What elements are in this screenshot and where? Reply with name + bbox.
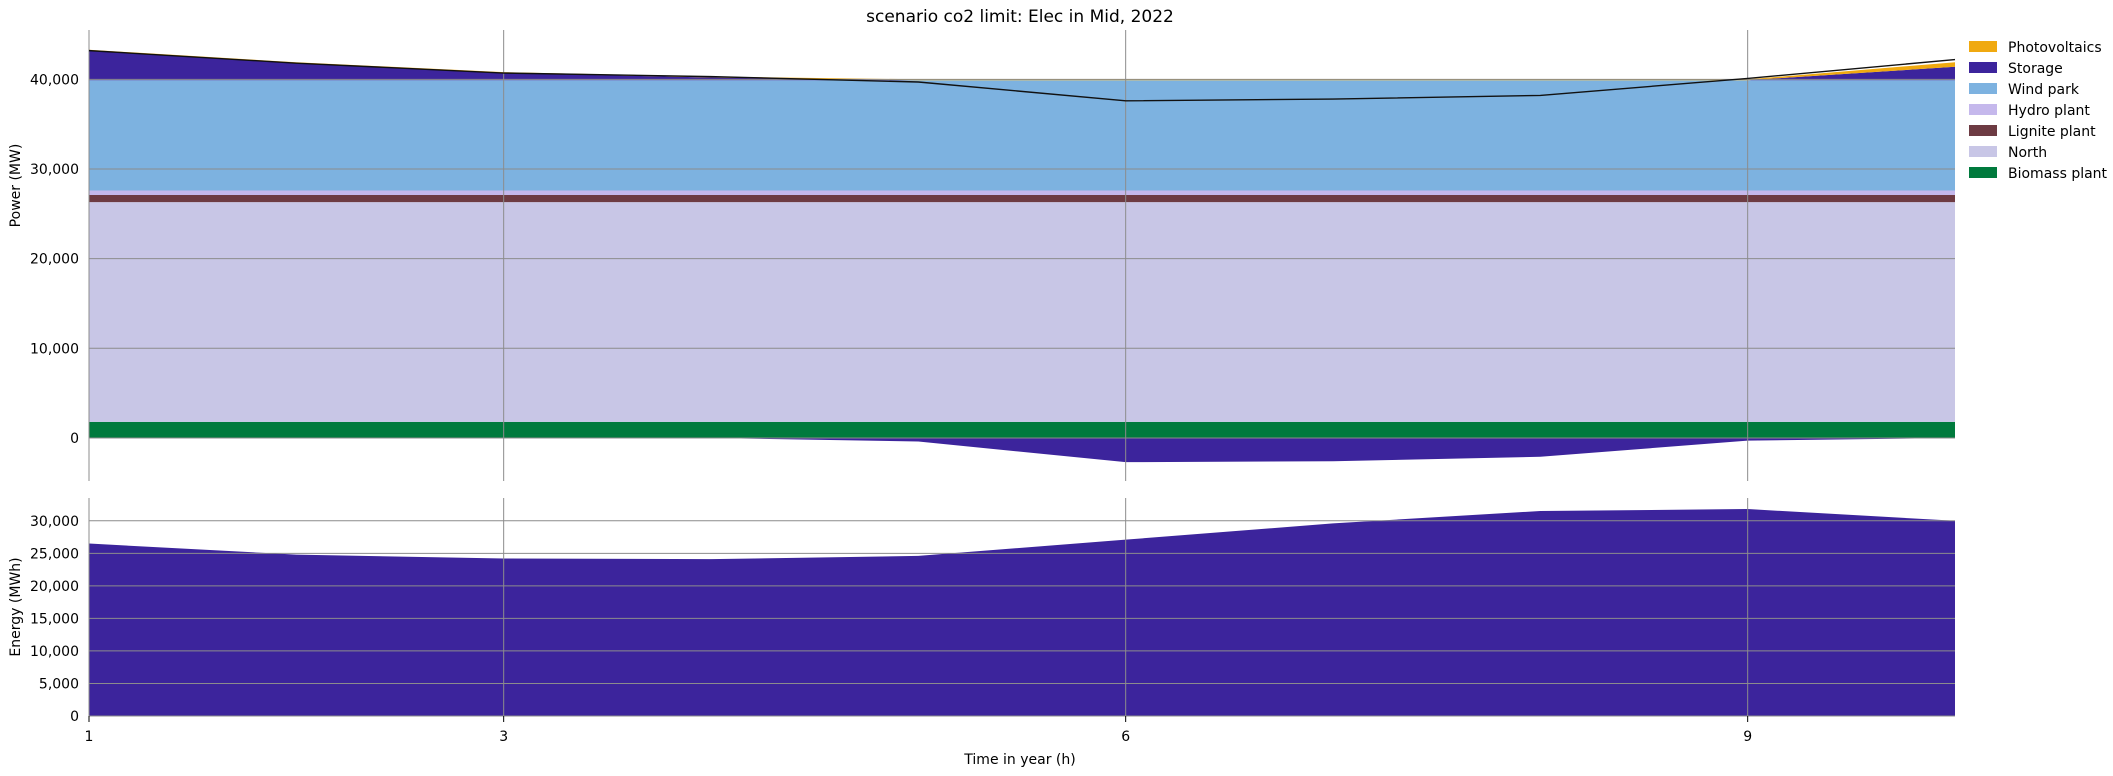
y-tick-label: 30,000 — [30, 514, 79, 530]
legend-swatch — [1969, 83, 1997, 94]
legend-entry: North — [2008, 145, 2047, 161]
area-north — [89, 202, 1955, 422]
y-tick-label: 20,000 — [30, 252, 79, 268]
y-axis-label-power: Power (MW) — [8, 144, 24, 228]
y-tick-label: 5,000 — [39, 676, 79, 692]
x-axis-label: Time in year (h) — [963, 752, 1075, 768]
legend-entry: Storage — [2008, 61, 2063, 77]
y-tick-label: 30,000 — [30, 162, 79, 178]
legend-swatch — [1969, 104, 1997, 115]
area-storage — [89, 50, 1955, 81]
y-tick-label: 25,000 — [30, 546, 79, 562]
legend-entry: Wind park — [2008, 82, 2080, 98]
area-wind-park — [89, 80, 1955, 191]
x-tick-label: 3 — [499, 729, 508, 745]
legend-swatch — [1969, 146, 1997, 157]
y-tick-label: 20,000 — [30, 579, 79, 595]
x-tick-label: 9 — [1743, 729, 1752, 745]
y-tick-label: 40,000 — [30, 72, 79, 88]
legend-swatch — [1969, 41, 1997, 52]
area-lignite-plant — [89, 194, 1955, 203]
legend-swatch — [1969, 125, 1997, 136]
legend-entry: Hydro plant — [2008, 103, 2090, 119]
y-tick-label: 10,000 — [30, 644, 79, 660]
y-tick-label: 10,000 — [30, 341, 79, 357]
legend-entry: Lignite plant — [2008, 124, 2096, 140]
x-tick-label: 1 — [85, 729, 94, 745]
y-tick-label: 0 — [70, 431, 79, 447]
legend-entry: Photovoltaics — [2008, 40, 2102, 56]
y-tick-label: 15,000 — [30, 611, 79, 627]
x-tick-label: 6 — [1121, 729, 1130, 745]
y-tick-label: 0 — [70, 709, 79, 725]
area-negative-storage — [89, 437, 1955, 463]
y-axis-label-energy: Energy (MWh) — [8, 557, 24, 656]
energy-panel: 0 5,000 10,000 15,000 20,000 25,000 30,000 1 3 6 9… — [8, 498, 1955, 745]
legend-swatch — [1969, 62, 1997, 73]
power-panel: 0 10,000 20,000 30,000 40,000 Power (MW) — [8, 30, 1956, 481]
legend-entry: Biomass plant — [2008, 166, 2108, 182]
area-energy-storage — [89, 509, 1955, 716]
demand-line — [88, 49, 1956, 102]
legend: Photovoltaics Storage Wind park Hydro plant… — [1969, 40, 2108, 182]
area-biomass-plant — [89, 421, 1955, 438]
area-hydro-plant — [89, 190, 1955, 195]
chart-title: scenario co2 limit: Elec in Mid, 2022 — [866, 7, 1174, 27]
legend-swatch — [1969, 167, 1997, 178]
